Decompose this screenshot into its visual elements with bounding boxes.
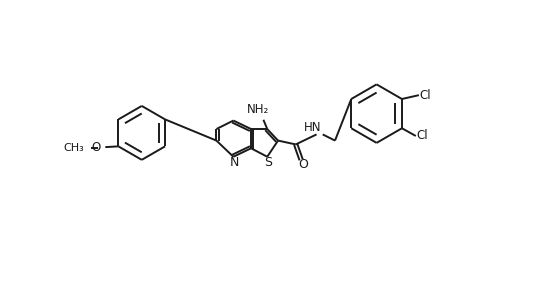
Text: Cl: Cl: [419, 89, 431, 102]
Text: HN: HN: [304, 121, 321, 134]
Text: O: O: [91, 141, 101, 154]
Text: N: N: [230, 156, 239, 169]
Text: Cl: Cl: [416, 130, 428, 142]
Text: S: S: [264, 156, 272, 169]
Text: O: O: [299, 158, 308, 171]
Text: CH₃: CH₃: [63, 143, 84, 153]
Text: NH₂: NH₂: [247, 103, 269, 116]
